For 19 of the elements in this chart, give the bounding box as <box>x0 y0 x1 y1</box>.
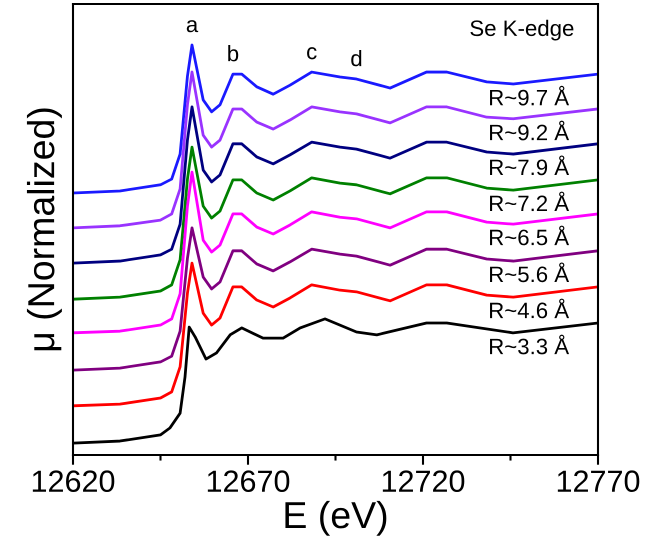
series-label: R~9.7 Å <box>490 86 570 106</box>
x-tick-label: 12620 <box>32 470 114 492</box>
series-label: R~3.3 Å <box>490 334 570 354</box>
text: Se K-edge <box>470 20 574 40</box>
series-label: R~4.6 Å <box>490 298 570 318</box>
x-tick-label: 12670 <box>208 470 290 492</box>
x-axis-title: E (eV) <box>285 500 386 536</box>
annotation: d <box>351 50 362 66</box>
series-label: R~5.6 Å <box>490 262 570 282</box>
annotation: c <box>307 47 317 60</box>
series-label: R~9.2 Å <box>490 120 570 140</box>
series-label: R~7.2 Å <box>490 192 570 212</box>
series-label: R~7.9 Å <box>490 156 570 176</box>
series-label: R~6.5 Å <box>490 226 570 246</box>
y-axis-title: μ (Normalized) <box>26 108 62 350</box>
x-tick-label: 12770 <box>558 470 640 492</box>
x-tick-label: 12720 <box>382 470 464 492</box>
annotation: b <box>228 45 238 62</box>
annotation: a <box>186 20 198 32</box>
